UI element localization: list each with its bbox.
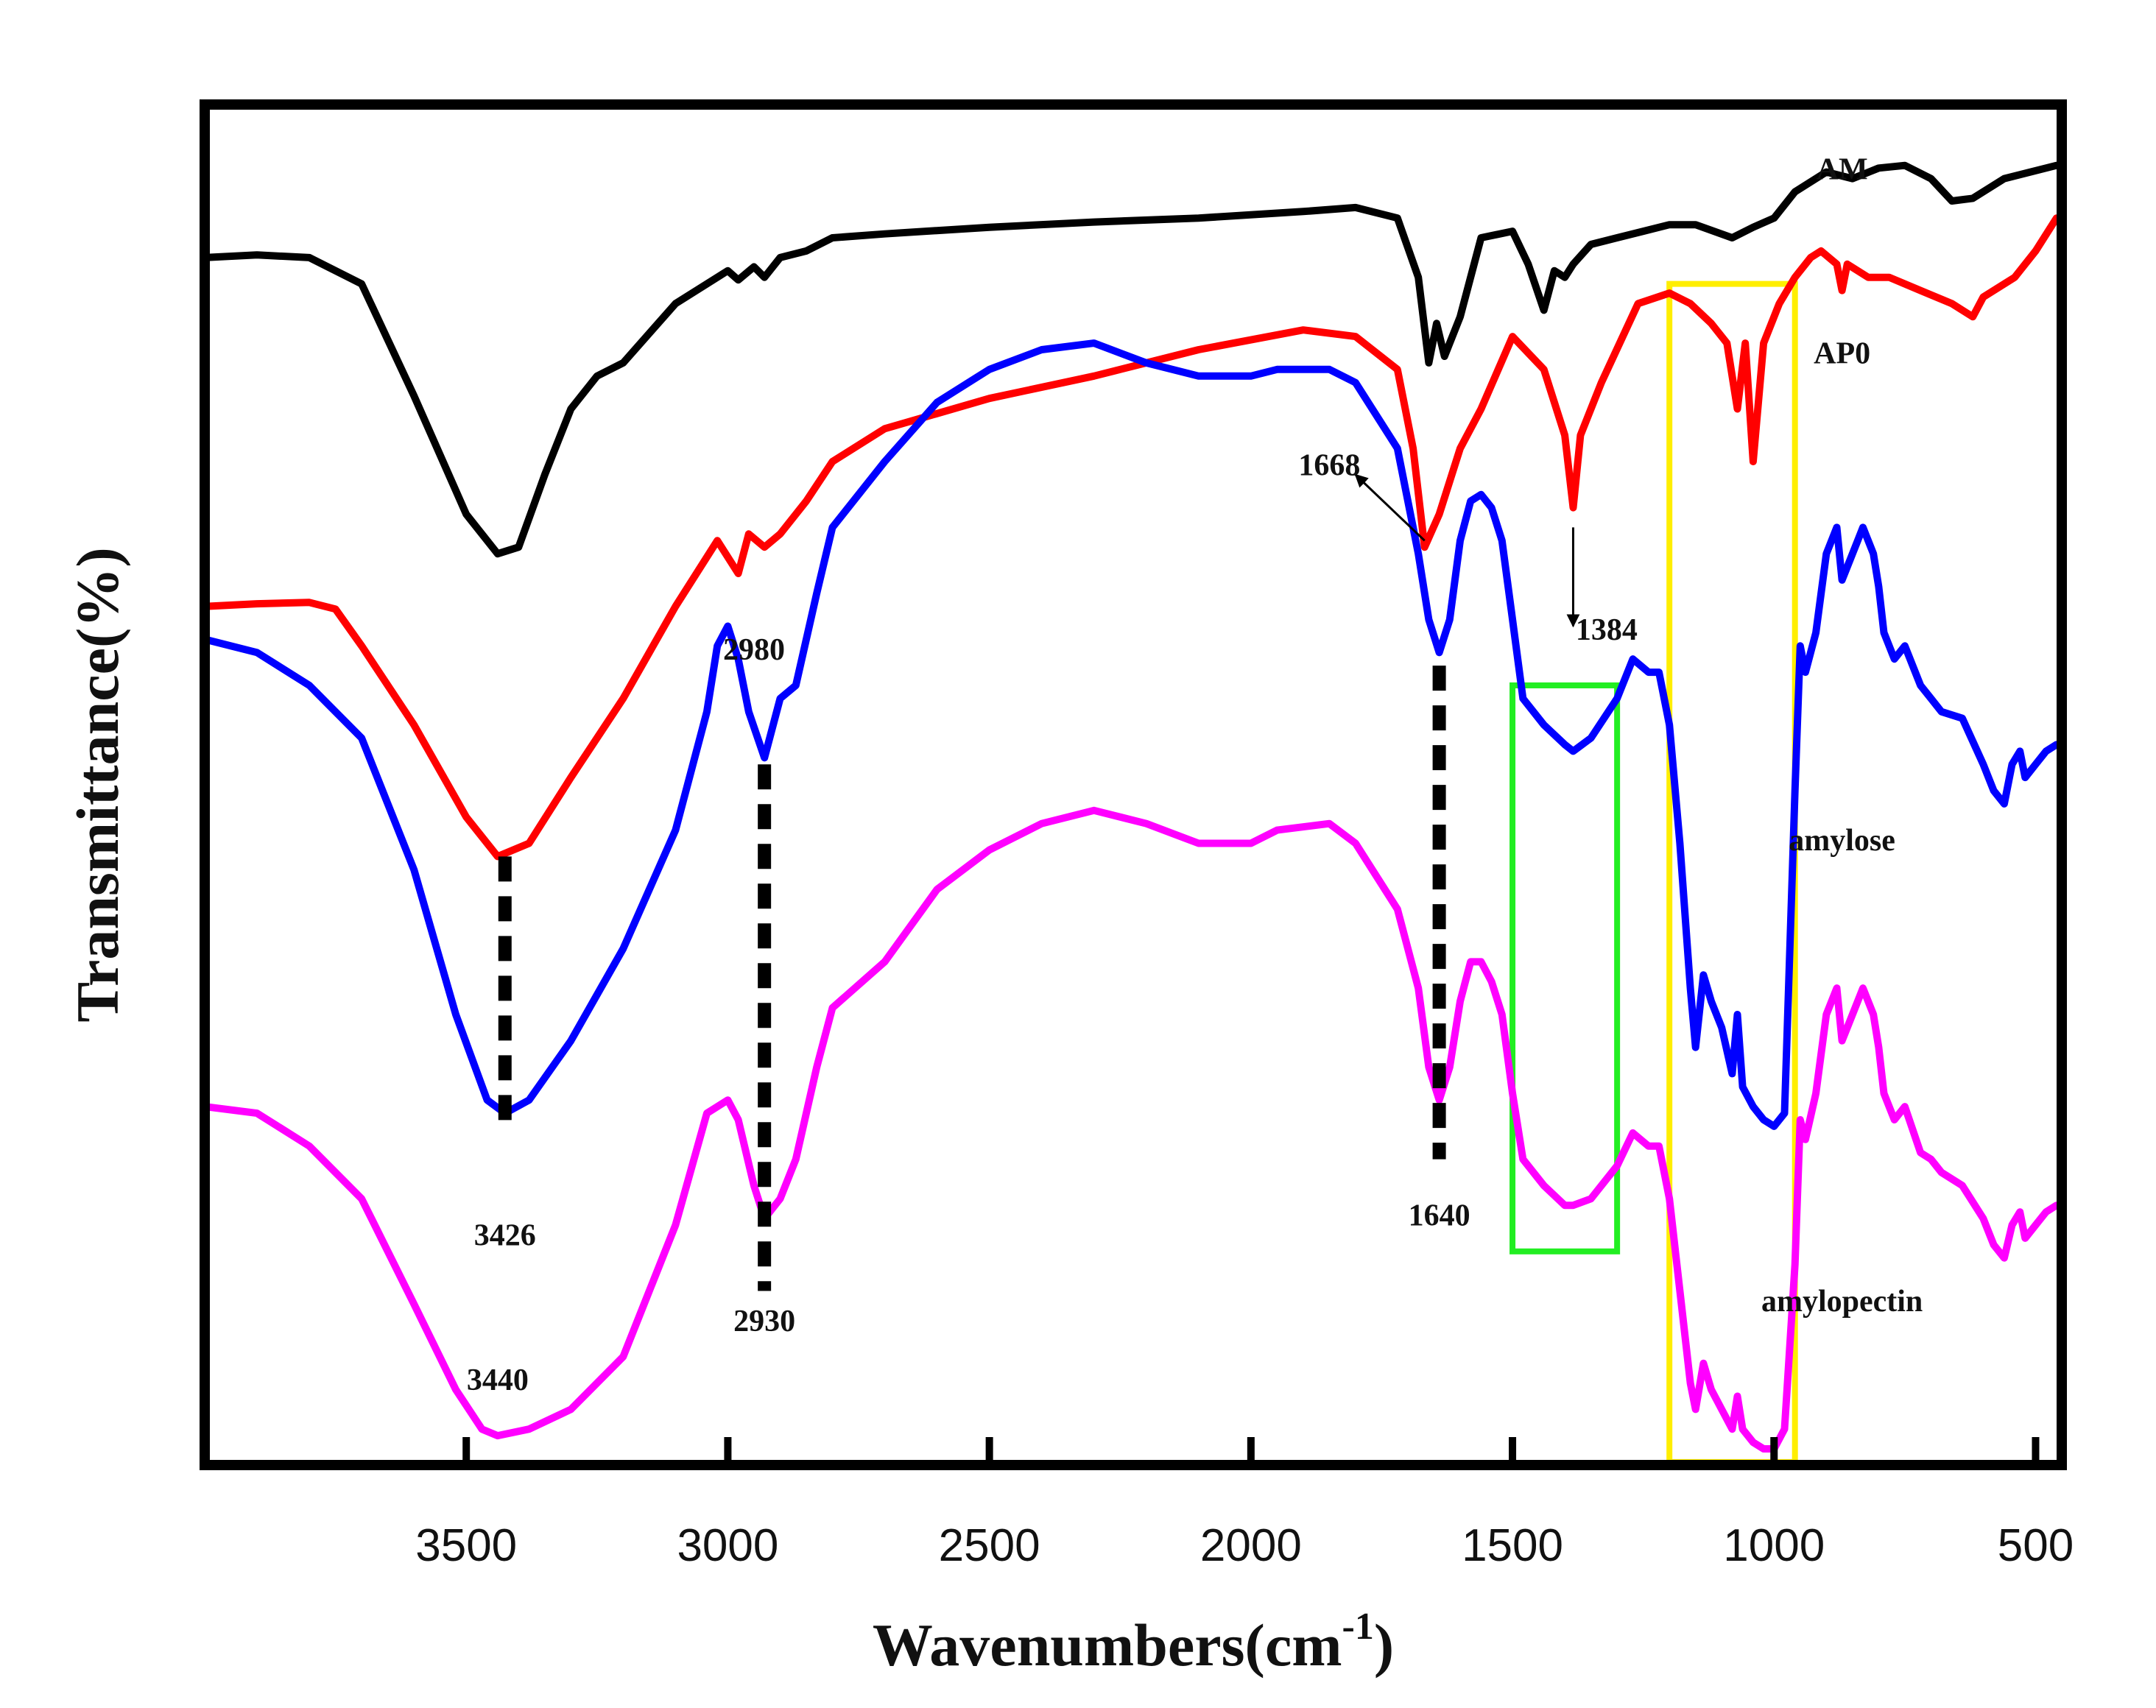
x-tick-label-3000: 3000 xyxy=(677,1520,778,1571)
plot-frame xyxy=(200,99,2067,1470)
peak-label-1384: 1384 xyxy=(1576,613,1638,647)
annotation-arrows xyxy=(1354,473,1580,628)
peak-label-3440: 3440 xyxy=(467,1363,529,1397)
x-axis-title-main: Wavenumbers(cm xyxy=(873,1612,1342,1679)
series-label-amylopectin: amylopectin xyxy=(1761,1285,1923,1319)
peak-label-1640: 1640 xyxy=(1409,1199,1470,1233)
series-ap0 xyxy=(201,214,2060,861)
peak-label-3426: 3426 xyxy=(474,1219,536,1253)
peak-label-1668: 1668 xyxy=(1298,449,1360,483)
series-amylopectin xyxy=(201,806,2060,1453)
x-axis-title-close: ) xyxy=(1374,1612,1394,1679)
x-tick-label-1500: 1500 xyxy=(1462,1520,1563,1571)
y-axis-title: Transmittance(%) xyxy=(64,547,131,1022)
series-label-am: AM xyxy=(1817,152,1868,186)
x-tick-label-500: 500 xyxy=(1998,1520,2074,1571)
annotation-arrow-1 xyxy=(1354,473,1426,542)
peak-annotations: 1668 1384 2980 3426 1640 2930 3440 xyxy=(467,449,1638,1398)
x-axis-title-sup: -1 xyxy=(1342,1606,1374,1648)
x-tick-label-1000: 1000 xyxy=(1723,1520,1825,1571)
x-tick-label-3500: 3500 xyxy=(415,1520,517,1571)
peak-label-2930: 2930 xyxy=(733,1305,795,1338)
series-label-ap0: AP0 xyxy=(1814,337,1870,371)
peak-label-2980: 2980 xyxy=(723,633,785,667)
dashed-markers xyxy=(498,666,1446,1291)
series-labels: AM AP0 amylose amylopectin xyxy=(1761,152,1923,1319)
x-tick-label-2000: 2000 xyxy=(1200,1520,1302,1571)
series-amylose xyxy=(201,339,2060,1130)
spectra-series xyxy=(201,161,2060,1453)
x-axis-title: Wavenumbers(cm-1) xyxy=(873,1606,1394,1679)
series-label-amylose: amylose xyxy=(1789,824,1895,858)
x-axis-ticks: 3500 3000 2500 2000 1500 1000 500 xyxy=(415,1437,2074,1571)
series-am xyxy=(201,161,2060,558)
highlight-box-1 xyxy=(1509,682,1621,1254)
x-tick-label-2500: 2500 xyxy=(939,1520,1040,1571)
